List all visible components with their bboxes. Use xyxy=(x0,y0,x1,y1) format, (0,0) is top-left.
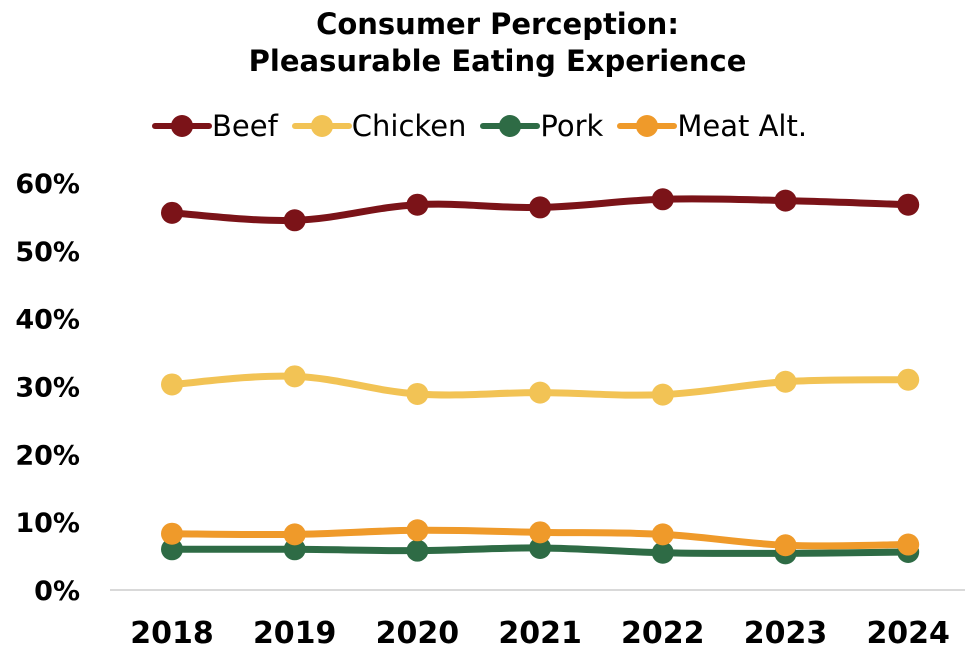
point-meat-alt-2022 xyxy=(651,523,674,546)
legend-item-beef: Beef xyxy=(152,109,278,143)
x-tick-label-2019: 2019 xyxy=(253,616,337,650)
legend-label-beef: Beef xyxy=(212,109,278,143)
point-beef-2024 xyxy=(897,193,920,216)
point-chicken-2019 xyxy=(283,365,306,388)
point-beef-2018 xyxy=(161,201,183,224)
legend-item-chicken: Chicken xyxy=(291,109,467,143)
series-layer xyxy=(161,188,920,565)
point-beef-2023 xyxy=(774,189,797,212)
y-axis-ticks: 0% 10% 20% 30% 40% 50% 60% xyxy=(15,169,80,607)
point-pork-2020 xyxy=(406,539,429,562)
x-tick-label-2023: 2023 xyxy=(744,616,828,650)
chart-title-line-2: Pleasurable Eating Experience xyxy=(248,44,747,78)
series-chicken xyxy=(161,365,920,406)
point-chicken-2023 xyxy=(774,370,797,393)
point-beef-2020 xyxy=(406,193,429,216)
point-chicken-2020 xyxy=(406,382,429,405)
x-tick-label-2018: 2018 xyxy=(130,616,214,650)
y-tick-label-10pct: 10% xyxy=(15,508,80,539)
chart-title: Consumer Perception: Pleasurable Eating … xyxy=(0,6,967,80)
x-tick-label-2024: 2024 xyxy=(866,616,950,650)
series-beef xyxy=(161,188,920,232)
y-tick-label-60pct: 60% xyxy=(15,169,80,200)
y-tick-label-50pct: 50% xyxy=(15,237,80,268)
point-pork-2021 xyxy=(529,536,552,559)
legend-label-pork: Pork xyxy=(540,109,604,143)
legend-dot-meat-alt xyxy=(636,115,659,137)
point-meat-alt-2019 xyxy=(283,523,306,546)
legend-item-pork: Pork xyxy=(480,109,603,143)
y-tick-label-20pct: 20% xyxy=(15,440,80,471)
point-beef-2019 xyxy=(283,209,306,232)
chart-title-line-1: Consumer Perception: xyxy=(316,7,679,41)
legend: Beef Chicken Pork Meat Alt. xyxy=(152,108,807,144)
point-pork-2018 xyxy=(161,538,183,561)
point-chicken-2024 xyxy=(897,368,920,391)
x-tick-label-2022: 2022 xyxy=(621,616,705,650)
legend-label-meat-alt: Meat Alt. xyxy=(677,109,808,143)
legend-swatch-meat-alt xyxy=(617,112,678,140)
point-meat-alt-2021 xyxy=(529,521,552,544)
legend-label-chicken: Chicken xyxy=(351,109,467,143)
legend-dot-beef xyxy=(171,115,193,137)
point-meat-alt-2023 xyxy=(774,534,797,557)
series-meat-alt xyxy=(161,519,920,557)
legend-dot-pork xyxy=(499,115,522,137)
legend-item-meat-alt: Meat Alt. xyxy=(617,109,807,143)
point-meat-alt-2024 xyxy=(897,533,920,556)
point-meat-alt-2020 xyxy=(406,519,429,542)
legend-swatch-beef xyxy=(152,112,212,140)
x-tick-label-2021: 2021 xyxy=(498,616,582,650)
point-chicken-2022 xyxy=(651,383,674,406)
legend-swatch-chicken xyxy=(291,112,352,140)
point-beef-2021 xyxy=(529,196,552,219)
y-tick-label-0pct: 0% xyxy=(34,576,80,607)
y-tick-label-30pct: 30% xyxy=(15,373,80,404)
legend-dot-chicken xyxy=(310,115,333,137)
x-axis-ticks: 2018 2019 2020 2021 2022 2023 2024 xyxy=(130,616,950,650)
x-tick-label-2020: 2020 xyxy=(376,616,460,650)
point-pork-2022 xyxy=(651,541,674,564)
point-chicken-2018 xyxy=(161,373,183,396)
point-meat-alt-2018 xyxy=(161,522,183,545)
point-beef-2022 xyxy=(651,188,674,211)
y-tick-label-40pct: 40% xyxy=(15,305,80,336)
point-chicken-2021 xyxy=(529,381,552,404)
legend-swatch-pork xyxy=(480,112,541,140)
